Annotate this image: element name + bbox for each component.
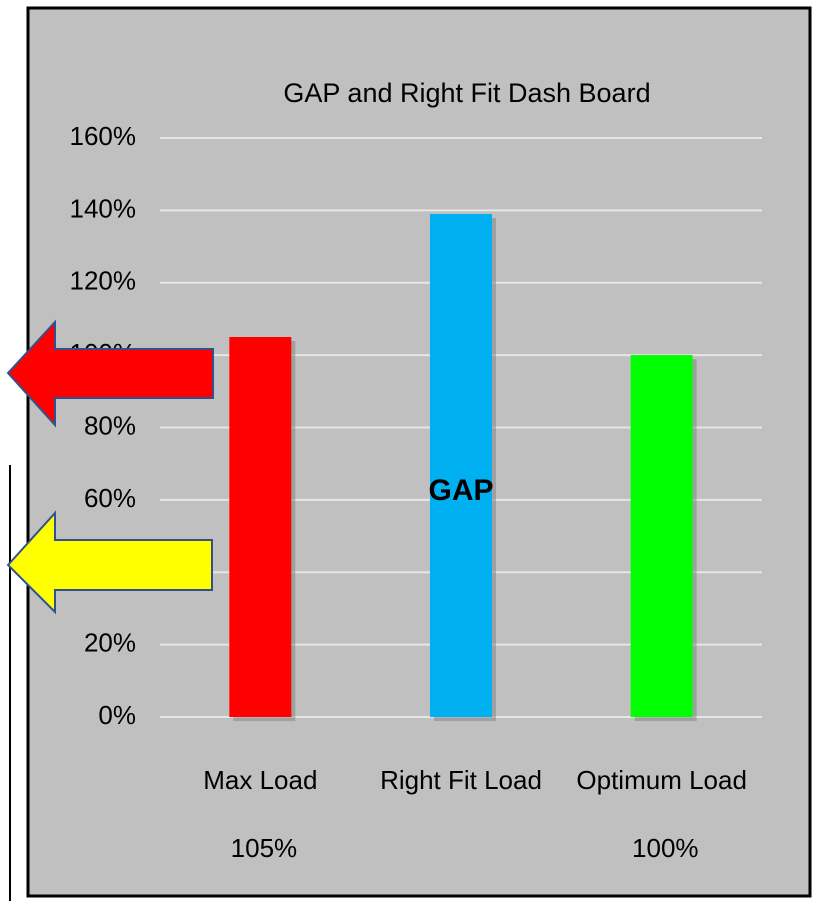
plot: 0%20%40%60%80%100%120%140%160%Max Load 1…: [70, 121, 762, 863]
y-tick-label: 160%: [70, 121, 137, 151]
bar: [630, 355, 693, 717]
y-tick-label: 80%: [84, 410, 136, 440]
annotation: GAP: [428, 474, 493, 507]
x-tick-label: Right Fit Load: [380, 765, 542, 795]
arrows: [6, 319, 214, 615]
bar: [430, 213, 492, 717]
y-tick-label: 140%: [70, 193, 137, 223]
y-tick-label: 120%: [70, 266, 137, 296]
x-tick-label: Optimum Load 100%: [576, 765, 747, 863]
chart-title: GAP and Right Fit Dash Board: [283, 78, 650, 108]
y-tick-label: 20%: [84, 628, 136, 658]
yellow-arrow: [6, 510, 213, 615]
y-tick-label: 0%: [98, 700, 136, 730]
bar: [229, 337, 292, 717]
red-arrow: [6, 319, 214, 428]
y-tick-label: 60%: [84, 483, 136, 513]
x-tick-label: Max Load 105%: [203, 765, 317, 863]
